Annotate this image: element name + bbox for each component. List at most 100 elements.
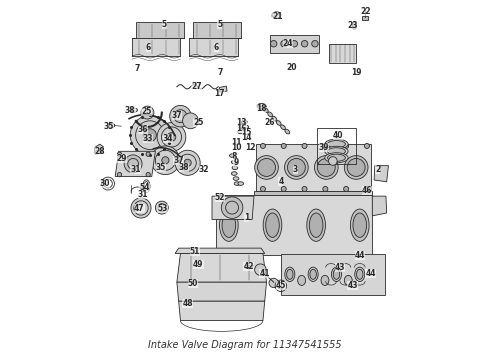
Text: 5: 5 (218, 19, 222, 28)
Circle shape (365, 143, 369, 148)
Ellipse shape (130, 108, 137, 112)
Ellipse shape (355, 267, 365, 282)
Text: 10: 10 (231, 143, 241, 152)
Polygon shape (177, 253, 267, 282)
Text: Intake Valve Diagram for 11347541555: Intake Valve Diagram for 11347541555 (148, 340, 342, 350)
Ellipse shape (325, 153, 348, 163)
Text: 50: 50 (188, 279, 198, 288)
Text: 41: 41 (260, 269, 270, 278)
Text: 40: 40 (333, 131, 343, 140)
Text: 48: 48 (182, 299, 193, 308)
Circle shape (329, 157, 337, 165)
Ellipse shape (308, 267, 318, 282)
Circle shape (318, 158, 335, 176)
Text: 22: 22 (360, 7, 370, 16)
Text: 53: 53 (157, 204, 168, 213)
Text: 3: 3 (293, 165, 298, 174)
Circle shape (285, 156, 308, 179)
Circle shape (301, 41, 308, 47)
Polygon shape (212, 196, 254, 220)
Ellipse shape (344, 275, 352, 285)
Circle shape (270, 41, 277, 47)
Ellipse shape (357, 269, 363, 279)
Bar (362, 16, 368, 21)
Ellipse shape (327, 148, 345, 155)
Circle shape (255, 264, 266, 275)
Text: 52: 52 (215, 193, 225, 202)
Polygon shape (95, 144, 103, 154)
Bar (270, 35, 318, 53)
Text: 51: 51 (190, 247, 200, 256)
Ellipse shape (242, 120, 247, 124)
Ellipse shape (230, 154, 235, 157)
Polygon shape (175, 248, 265, 253)
Ellipse shape (353, 213, 367, 237)
Ellipse shape (287, 269, 293, 279)
Circle shape (323, 186, 328, 192)
Circle shape (130, 116, 170, 155)
Circle shape (184, 159, 191, 166)
Text: 21: 21 (272, 12, 283, 21)
Ellipse shape (264, 108, 268, 112)
Polygon shape (190, 39, 238, 56)
Ellipse shape (263, 209, 282, 241)
Ellipse shape (321, 275, 329, 285)
Circle shape (315, 156, 338, 179)
Ellipse shape (232, 166, 238, 170)
Circle shape (365, 186, 369, 192)
Text: 6: 6 (214, 43, 219, 52)
Circle shape (170, 105, 191, 127)
Ellipse shape (298, 275, 306, 285)
Circle shape (291, 41, 297, 47)
Polygon shape (216, 195, 372, 255)
Text: 30: 30 (100, 179, 110, 188)
Circle shape (343, 186, 349, 192)
Ellipse shape (350, 209, 369, 241)
Text: 28: 28 (95, 147, 105, 156)
Circle shape (131, 198, 151, 218)
Text: 25: 25 (141, 107, 151, 116)
Circle shape (255, 156, 278, 179)
Polygon shape (115, 151, 155, 176)
Text: 36: 36 (138, 125, 148, 134)
Ellipse shape (307, 209, 325, 241)
Circle shape (260, 143, 266, 148)
Circle shape (323, 143, 328, 148)
Ellipse shape (309, 213, 323, 237)
Ellipse shape (243, 125, 248, 129)
Circle shape (302, 186, 307, 192)
Text: 18: 18 (256, 104, 267, 113)
Ellipse shape (272, 12, 281, 18)
Circle shape (117, 172, 122, 177)
Ellipse shape (108, 123, 115, 128)
Circle shape (157, 123, 186, 151)
Polygon shape (179, 301, 265, 320)
Text: 31: 31 (130, 165, 141, 174)
Ellipse shape (268, 112, 272, 117)
Circle shape (146, 152, 150, 156)
Circle shape (343, 143, 349, 148)
Text: 7: 7 (217, 68, 222, 77)
Ellipse shape (239, 125, 245, 129)
Text: 31: 31 (138, 190, 148, 199)
Text: 12: 12 (245, 143, 256, 152)
Text: 24: 24 (283, 39, 294, 48)
Polygon shape (372, 196, 387, 216)
Ellipse shape (233, 177, 239, 180)
Text: 37: 37 (172, 111, 182, 120)
Ellipse shape (325, 146, 348, 156)
Circle shape (281, 41, 287, 47)
Text: 44: 44 (354, 251, 365, 260)
Text: 17: 17 (215, 89, 225, 98)
Circle shape (174, 110, 187, 123)
Circle shape (312, 41, 318, 47)
Text: 7: 7 (135, 64, 140, 73)
Text: 26: 26 (265, 118, 275, 127)
Text: 13: 13 (236, 118, 246, 127)
Polygon shape (177, 282, 267, 301)
Circle shape (260, 186, 266, 192)
Text: 35: 35 (103, 122, 114, 131)
Ellipse shape (333, 269, 340, 279)
Circle shape (288, 158, 305, 176)
Circle shape (175, 150, 200, 175)
